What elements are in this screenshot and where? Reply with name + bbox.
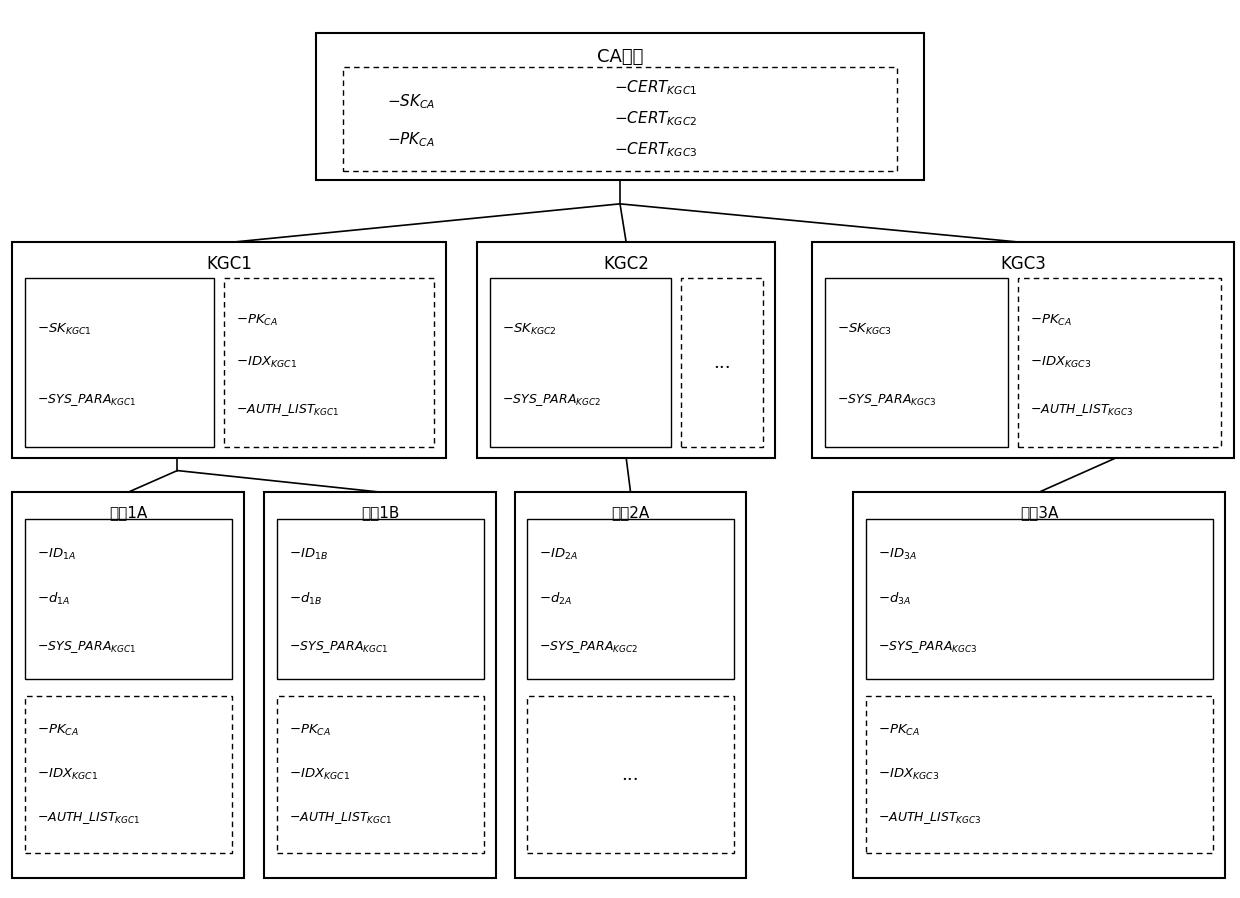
Text: $- AUTH\_LIST_{KGC1}$: $- AUTH\_LIST_{KGC1}$	[289, 811, 392, 826]
Bar	[866, 696, 1213, 853]
Text: $- d_{3A}$: $- d_{3A}$	[878, 591, 911, 607]
Bar	[527, 519, 734, 679]
Text: $- SK_{KGC1}$: $- SK_{KGC1}$	[37, 321, 92, 337]
Text: $- SYS\_PARA_{KGC1}$: $- SYS\_PARA_{KGC1}$	[289, 639, 388, 655]
Text: $- PK_{CA}$: $- PK_{CA}$	[289, 723, 331, 738]
Bar	[825, 278, 1008, 447]
Text: $- ID_{1B}$: $- ID_{1B}$	[289, 547, 327, 562]
Text: ...: ...	[713, 354, 730, 372]
Text: $- d_{1B}$: $- d_{1B}$	[289, 591, 322, 607]
Text: $- PK_{CA}$: $- PK_{CA}$	[387, 130, 435, 149]
Bar	[343, 67, 897, 171]
Text: $- IDX_{KGC1}$: $- IDX_{KGC1}$	[289, 767, 350, 782]
Text: $- CERT_{KGC2}$: $- CERT_{KGC2}$	[615, 110, 698, 128]
Bar	[1018, 278, 1221, 447]
Text: $- AUTH\_LIST_{KGC3}$: $- AUTH\_LIST_{KGC3}$	[1030, 402, 1133, 418]
Bar	[515, 492, 746, 878]
Text: $- AUTH\_LIST_{KGC1}$: $- AUTH\_LIST_{KGC1}$	[236, 402, 339, 418]
Bar	[681, 278, 763, 447]
Text: $- SK_{CA}$: $- SK_{CA}$	[387, 92, 435, 110]
Text: KGC3: KGC3	[1001, 255, 1045, 273]
Text: $- d_{2A}$: $- d_{2A}$	[539, 591, 573, 607]
Text: $- CERT_{KGC1}$: $- CERT_{KGC1}$	[615, 79, 698, 97]
Text: $- ID_{1A}$: $- ID_{1A}$	[37, 547, 76, 562]
Bar	[12, 242, 446, 458]
Text: $- IDX_{KGC3}$: $- IDX_{KGC3}$	[878, 767, 939, 782]
Text: $- IDX_{KGC1}$: $- IDX_{KGC1}$	[37, 767, 98, 782]
Text: $- SYS\_PARA_{KGC1}$: $- SYS\_PARA_{KGC1}$	[37, 392, 136, 408]
Text: $- PK_{CA}$: $- PK_{CA}$	[1030, 313, 1073, 328]
Bar	[527, 696, 734, 853]
Bar	[25, 278, 213, 447]
Text: $- ID_{3A}$: $- ID_{3A}$	[878, 547, 916, 562]
Bar	[490, 278, 671, 447]
Text: KGC1: KGC1	[207, 255, 252, 273]
Text: $- SK_{KGC3}$: $- SK_{KGC3}$	[837, 321, 892, 337]
Bar	[316, 33, 924, 180]
Text: $- IDX_{KGC1}$: $- IDX_{KGC1}$	[236, 356, 296, 370]
Bar	[812, 242, 1234, 458]
Text: $- SK_{KGC2}$: $- SK_{KGC2}$	[502, 321, 557, 337]
Bar	[223, 278, 434, 447]
Text: $- SYS\_PARA_{KGC2}$: $- SYS\_PARA_{KGC2}$	[502, 392, 601, 408]
Bar	[477, 242, 775, 458]
Text: ...: ...	[621, 765, 640, 784]
Text: $- PK_{CA}$: $- PK_{CA}$	[236, 313, 278, 328]
Text: $- d_{1A}$: $- d_{1A}$	[37, 591, 71, 607]
Bar	[853, 492, 1225, 878]
Text: 用户3A: 用户3A	[1021, 505, 1058, 520]
Bar	[277, 696, 484, 853]
Bar	[25, 696, 232, 853]
Text: $- SYS\_PARA_{KGC3}$: $- SYS\_PARA_{KGC3}$	[837, 392, 936, 408]
Text: $- AUTH\_LIST_{KGC1}$: $- AUTH\_LIST_{KGC1}$	[37, 811, 140, 826]
Text: $- IDX_{KGC3}$: $- IDX_{KGC3}$	[1030, 356, 1091, 370]
Bar	[277, 519, 484, 679]
Text: $- AUTH\_LIST_{KGC3}$: $- AUTH\_LIST_{KGC3}$	[878, 811, 981, 826]
Text: $- PK_{CA}$: $- PK_{CA}$	[878, 723, 920, 738]
Text: $- SYS\_PARA_{KGC2}$: $- SYS\_PARA_{KGC2}$	[539, 639, 639, 655]
Text: 用户1A: 用户1A	[109, 505, 148, 520]
Text: $- PK_{CA}$: $- PK_{CA}$	[37, 723, 79, 738]
Bar	[264, 492, 496, 878]
Text: $- SYS\_PARA_{KGC3}$: $- SYS\_PARA_{KGC3}$	[878, 639, 977, 655]
Text: $- ID_{2A}$: $- ID_{2A}$	[539, 547, 578, 562]
Bar	[866, 519, 1213, 679]
Text: CA系统: CA系统	[596, 48, 644, 66]
Bar	[12, 492, 244, 878]
Text: KGC2: KGC2	[604, 255, 649, 273]
Bar	[25, 519, 232, 679]
Text: 用户2A: 用户2A	[611, 505, 650, 520]
Text: $- SYS\_PARA_{KGC1}$: $- SYS\_PARA_{KGC1}$	[37, 639, 136, 655]
Text: 用户1B: 用户1B	[361, 505, 399, 520]
Text: $- CERT_{KGC3}$: $- CERT_{KGC3}$	[615, 141, 698, 159]
